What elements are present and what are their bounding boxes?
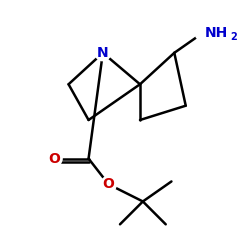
Circle shape: [195, 25, 211, 41]
Circle shape: [101, 176, 116, 192]
Text: 2: 2: [230, 32, 237, 42]
Circle shape: [46, 151, 62, 166]
Text: NH: NH: [204, 26, 228, 40]
Circle shape: [95, 45, 111, 61]
Text: N: N: [97, 46, 109, 60]
Text: O: O: [103, 177, 115, 191]
Text: O: O: [48, 152, 60, 166]
